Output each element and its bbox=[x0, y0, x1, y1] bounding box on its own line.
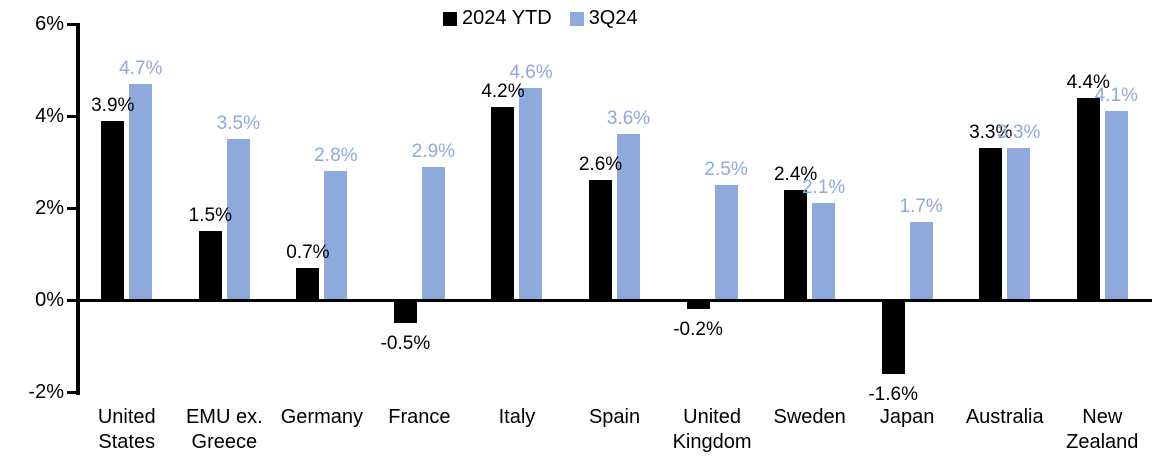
bar-2024-ytd bbox=[881, 300, 905, 374]
bar-2024-ytd bbox=[979, 148, 1003, 300]
category-label: United States bbox=[97, 406, 156, 453]
bar-3q24 bbox=[1104, 111, 1128, 300]
y-tick-mark bbox=[67, 115, 77, 118]
bar-value-label: -0.2% bbox=[673, 319, 723, 341]
bar-value-label: 2.5% bbox=[704, 159, 748, 180]
bar-2024-ytd bbox=[784, 189, 808, 300]
bar-value-label: 4.7% bbox=[119, 57, 163, 79]
y-tick-mark bbox=[67, 391, 77, 394]
legend: 2024 YTD 3Q24 bbox=[443, 7, 638, 30]
bar-value-label: -1.6% bbox=[868, 383, 918, 405]
bar-value-label: 0.7% bbox=[286, 241, 330, 263]
legend-label-3q24: 3Q24 bbox=[588, 7, 638, 29]
legend-item-2024-ytd: 2024 YTD bbox=[443, 7, 552, 30]
bar-value-label: 3.3% bbox=[997, 122, 1041, 144]
bar-3q24 bbox=[617, 134, 641, 300]
bar-3q24 bbox=[519, 88, 543, 300]
bar-value-label: 1.7% bbox=[899, 195, 943, 217]
bar-2024-ytd bbox=[393, 300, 417, 323]
bar-2024-ytd bbox=[1076, 97, 1100, 300]
bar-value-label: 2.6% bbox=[578, 154, 623, 176]
bar-value-label: 3.5% bbox=[216, 113, 260, 134]
bar-value-label: 2.1% bbox=[801, 177, 846, 199]
category-label: Australia bbox=[965, 406, 1044, 428]
y-axis-line bbox=[76, 23, 80, 395]
bar-value-label: 4.2% bbox=[481, 80, 525, 102]
category-label: EMU ex. Greece bbox=[185, 406, 263, 453]
category-label: United Kingdom bbox=[672, 406, 752, 453]
y-tick-mark bbox=[67, 299, 77, 302]
y-tick-label: 2% bbox=[35, 197, 64, 219]
bar-value-label: 4.4% bbox=[1066, 71, 1110, 93]
category-label: Germany bbox=[280, 406, 363, 428]
y-tick-label: 0% bbox=[35, 289, 64, 311]
y-tick-mark bbox=[67, 23, 77, 26]
bar-value-label: 2.4% bbox=[773, 163, 818, 185]
category-label: Spain bbox=[588, 406, 641, 428]
bar-3q24 bbox=[1007, 148, 1031, 300]
bar-2024-ytd bbox=[198, 231, 222, 300]
bar-value-label: 3.6% bbox=[606, 108, 651, 130]
bar-3q24 bbox=[226, 139, 250, 300]
category-label: Sweden bbox=[773, 406, 846, 428]
y-tick-mark bbox=[67, 207, 77, 210]
bar-value-label: 2.8% bbox=[314, 145, 358, 167]
legend-swatch-3q24 bbox=[569, 11, 584, 26]
bar-value-label: 3.9% bbox=[91, 94, 135, 116]
bar-value-label: 4.6% bbox=[509, 62, 553, 84]
bar-value-label: 4.1% bbox=[1094, 85, 1138, 107]
legend-label-2024-ytd: 2024 YTD bbox=[462, 7, 552, 29]
bar-value-label: -0.5% bbox=[380, 333, 431, 354]
bar-3q24 bbox=[909, 221, 933, 300]
y-tick-label: -2% bbox=[28, 381, 64, 403]
legend-swatch-2024-ytd bbox=[443, 11, 457, 26]
bar-value-label: 2.9% bbox=[411, 140, 456, 162]
bar-3q24 bbox=[421, 166, 445, 300]
legend-item-3q24: 3Q24 bbox=[569, 7, 638, 30]
category-label: Italy bbox=[498, 406, 536, 428]
bar-3q24 bbox=[129, 83, 153, 300]
bar-3q24 bbox=[812, 203, 836, 300]
bar-2024-ytd bbox=[491, 106, 515, 300]
y-tick-label: 4% bbox=[35, 105, 64, 127]
bar-2024-ytd bbox=[686, 300, 710, 310]
bar-2024-ytd bbox=[101, 120, 125, 300]
zero-baseline bbox=[76, 299, 1152, 302]
bar-3q24 bbox=[324, 171, 348, 300]
bar-2024-ytd bbox=[589, 180, 613, 300]
bar-2024-ytd bbox=[296, 267, 320, 300]
bar-3q24 bbox=[714, 185, 738, 300]
bar-value-label: 3.3% bbox=[969, 122, 1013, 144]
category-label: Japan bbox=[879, 406, 935, 428]
bar-value-label: 1.5% bbox=[188, 205, 232, 226]
category-label: France bbox=[388, 406, 451, 428]
category-label: New Zealand bbox=[1066, 406, 1139, 453]
y-tick-label: 6% bbox=[35, 13, 64, 35]
